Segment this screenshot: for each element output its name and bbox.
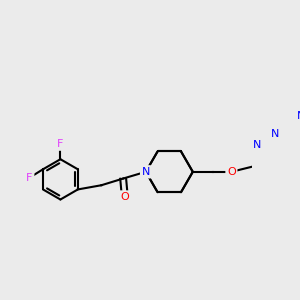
Text: F: F (57, 139, 64, 149)
Text: N: N (253, 140, 261, 149)
Text: N: N (296, 111, 300, 122)
Text: O: O (227, 167, 236, 177)
Text: F: F (26, 173, 33, 183)
Text: O: O (121, 192, 129, 202)
Text: N: N (271, 129, 279, 139)
Text: N: N (142, 167, 150, 177)
